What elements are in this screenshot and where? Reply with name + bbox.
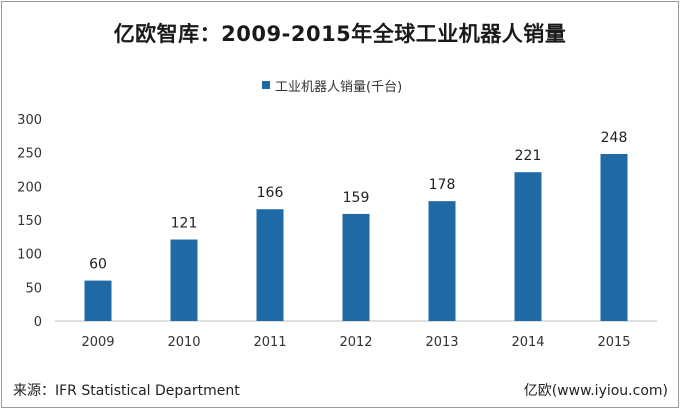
- bar-2009: [84, 280, 112, 321]
- data-label-2010: 121: [171, 216, 198, 232]
- y-tick-label: 150: [17, 214, 42, 229]
- y-tick-label: 100: [17, 248, 42, 263]
- x-tick-label-2010: 2010: [167, 335, 200, 350]
- data-label-2011: 166: [257, 185, 284, 201]
- x-tick-label-2009: 2009: [81, 335, 114, 350]
- source-note: 来源：IFR Statistical Department: [13, 383, 240, 399]
- legend: 工业机器人销量(千台): [262, 77, 403, 95]
- brand-note: 亿欧(www.iyiou.com): [523, 383, 668, 399]
- y-tick-label: 250: [17, 147, 42, 162]
- legend-swatch: [262, 81, 270, 89]
- data-label-2014: 221: [515, 148, 542, 164]
- legend-label: 工业机器人销量(千台): [275, 79, 403, 95]
- chart-title: 亿欧智库：2009-2015年全球工业机器人销量: [113, 22, 567, 46]
- y-tick-label: 300: [17, 113, 42, 128]
- bar-2013: [428, 201, 456, 321]
- x-tick-label-2011: 2011: [253, 335, 286, 350]
- data-label-2009: 60: [89, 257, 107, 273]
- y-tick-label: 0: [34, 315, 42, 330]
- bar-2012: [342, 213, 370, 321]
- bar-2014: [514, 172, 542, 321]
- data-label-2015: 248: [601, 130, 628, 146]
- bar-2015: [600, 154, 628, 321]
- y-tick-label: 50: [25, 281, 42, 296]
- bar-2011: [256, 209, 284, 321]
- y-tick-label: 200: [17, 180, 42, 195]
- data-label-2013: 178: [429, 177, 456, 193]
- x-tick-label-2012: 2012: [339, 335, 372, 350]
- x-tick-label-2013: 2013: [425, 335, 458, 350]
- data-label-2012: 159: [343, 190, 370, 206]
- x-tick-label-2014: 2014: [511, 335, 544, 350]
- x-tick-label-2015: 2015: [597, 335, 630, 350]
- bar-2010: [170, 239, 198, 321]
